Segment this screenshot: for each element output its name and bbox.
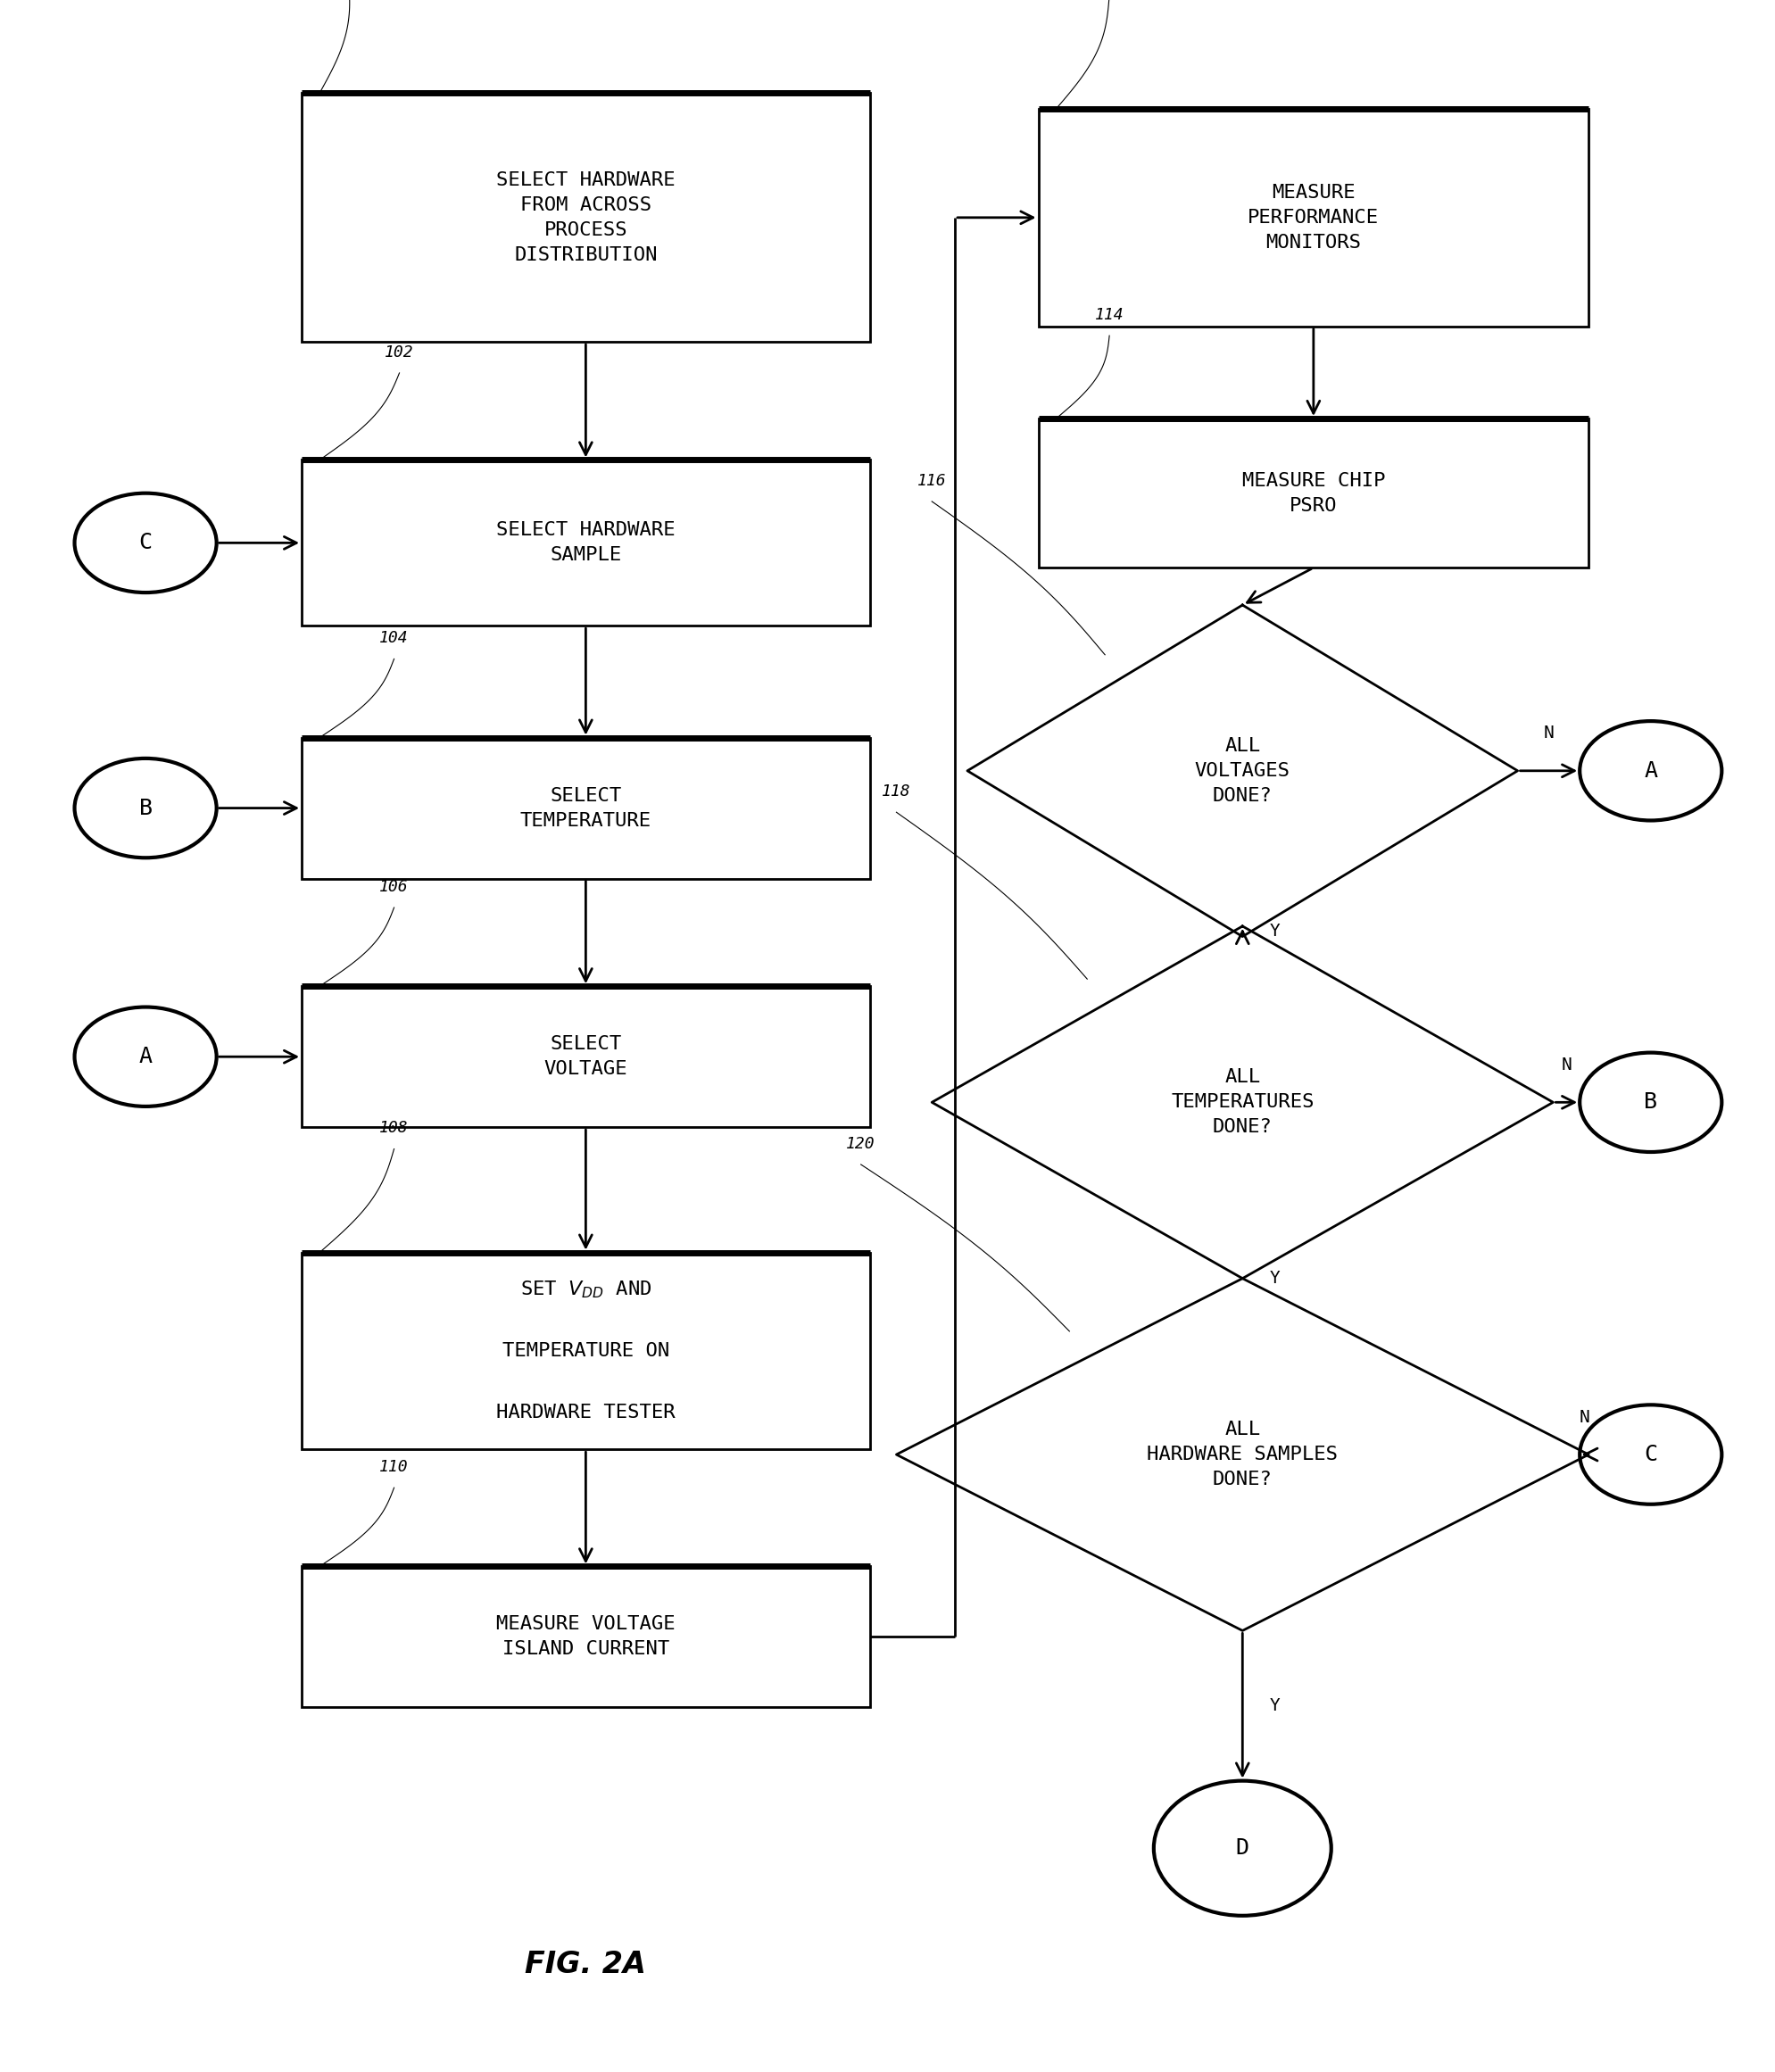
Bar [302,986,870,1127]
Bar [302,1566,870,1707]
Text: FIG. 2A: FIG. 2A [525,1950,646,1979]
Text: Y: Y [1269,1270,1280,1287]
Bar [1038,108,1589,325]
Bar [302,460,870,626]
Text: Y: Y [1269,922,1280,941]
Text: SELECT HARDWARE
FROM ACROSS
PROCESS
DISTRIBUTION: SELECT HARDWARE FROM ACROSS PROCESS DIST… [497,172,675,263]
Text: C: C [138,533,153,553]
Text: 114: 114 [1095,307,1124,323]
Text: N: N [1562,1057,1571,1073]
Text: A: A [1644,760,1658,781]
Text: Y: Y [1269,1697,1280,1714]
Bar [302,738,870,879]
Text: SELECT
VOLTAGE: SELECT VOLTAGE [543,1036,628,1077]
Text: A: A [138,1046,153,1067]
Bar [302,1251,870,1450]
Text: B: B [138,798,153,818]
Text: ALL
TEMPERATURES
DONE?: ALL TEMPERATURES DONE? [1172,1069,1314,1135]
Text: ALL
HARDWARE SAMPLES
DONE?: ALL HARDWARE SAMPLES DONE? [1147,1421,1338,1488]
Text: N: N [1544,725,1553,742]
Text: ALL
VOLTAGES
DONE?: ALL VOLTAGES DONE? [1195,738,1290,804]
Text: 106: 106 [380,879,408,895]
Text: HARDWARE TESTER: HARDWARE TESTER [497,1403,675,1421]
Text: MEASURE VOLTAGE
ISLAND CURRENT: MEASURE VOLTAGE ISLAND CURRENT [497,1616,675,1658]
Text: 104: 104 [380,630,408,646]
Text: 116: 116 [918,472,946,489]
Text: B: B [1644,1092,1658,1113]
Text: C: C [1644,1444,1658,1465]
Bar [1038,419,1589,568]
Text: D: D [1235,1838,1250,1859]
Text: 110: 110 [380,1459,408,1475]
Text: SELECT
TEMPERATURE: SELECT TEMPERATURE [520,787,651,829]
Text: 120: 120 [847,1135,875,1152]
Text: MEASURE CHIP
PSRO: MEASURE CHIP PSRO [1242,472,1385,514]
Text: 108: 108 [380,1121,408,1135]
Text: SET $V_{DD}$ AND: SET $V_{DD}$ AND [520,1278,651,1299]
Text: 102: 102 [385,344,414,361]
Text: SELECT HARDWARE
SAMPLE: SELECT HARDWARE SAMPLE [497,522,675,564]
Text: 118: 118 [882,783,911,800]
Text: N: N [1580,1409,1589,1426]
Bar [302,93,870,342]
Text: TEMPERATURE ON: TEMPERATURE ON [502,1343,669,1359]
Text: MEASURE
PERFORMANCE
MONITORS: MEASURE PERFORMANCE MONITORS [1248,184,1379,251]
